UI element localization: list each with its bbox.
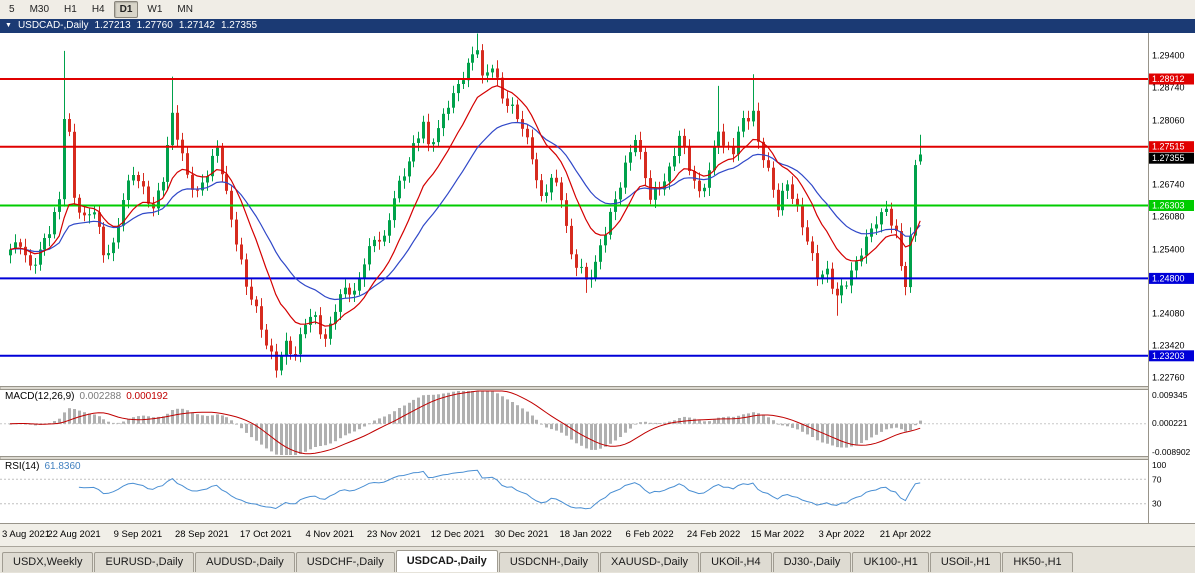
timeframe-button-m30[interactable]: M30 [29,4,50,15]
svg-text:1.24080: 1.24080 [1152,308,1185,318]
timeframe-button-h1[interactable]: H1 [64,4,77,15]
rsi-panel [0,469,1148,510]
svg-text:28 Sep 2021: 28 Sep 2021 [175,529,229,540]
macd-signal-line [9,390,921,455]
svg-text:1.27355: 1.27355 [1152,153,1185,163]
svg-text:9 Sep 2021: 9 Sep 2021 [114,529,163,540]
ma-fast-line [9,85,921,327]
chart-title-open: 1.27213 [94,20,131,31]
panel-splitter[interactable] [0,386,1195,390]
chart-backgrounds [0,523,1195,547]
svg-text:1.27515: 1.27515 [1152,142,1185,152]
svg-text:24 Feb 2022: 24 Feb 2022 [687,529,740,540]
chart-window: ▼ USDCAD-,Daily 1.27213 1.27760 1.27142 … [0,19,1195,547]
svg-text:30: 30 [1152,499,1162,509]
svg-text:1.24800: 1.24800 [1152,273,1185,283]
chart-title-high: 1.27760 [136,20,173,31]
svg-text:18 Jan 2022: 18 Jan 2022 [559,529,611,540]
svg-text:1.26740: 1.26740 [1152,179,1185,189]
chart-canvas[interactable]: 1.29400 1.28740 1.28060 1.26740 1.26080 1.254… [0,33,1195,547]
svg-text:3 Aug 2021: 3 Aug 2021 [2,529,50,540]
chart-tab[interactable]: XAUUSD-,Daily [600,552,700,572]
svg-text:1.28912: 1.28912 [1152,74,1185,84]
svg-text:22 Aug 2021: 22 Aug 2021 [47,529,100,540]
horizontal-lines-layer[interactable] [0,78,1148,357]
level-price-tag [1149,73,1194,85]
svg-text:1.29400: 1.29400 [1152,50,1185,60]
svg-text:1.26080: 1.26080 [1152,211,1185,221]
chart-tab[interactable]: USDCAD-,Daily [395,550,498,572]
svg-text:70: 70 [1152,474,1162,484]
svg-text:17 Oct 2021: 17 Oct 2021 [240,529,292,540]
svg-text:-0.008902: -0.008902 [1152,447,1191,457]
timeframe-button-d1[interactable]: D1 [113,1,139,18]
svg-text:1.23203: 1.23203 [1152,351,1185,361]
chart-tab[interactable]: AUDUSD-,Daily [195,552,295,572]
macd-panel [0,390,1148,455]
chart-tab[interactable]: EURUSD-,Daily [94,552,195,572]
level-price-tag [1149,141,1194,153]
chart-tab[interactable]: USDX,Weekly [2,552,94,572]
chart-tab[interactable]: USDCHF-,Daily [295,552,395,572]
chart-tab[interactable]: HK50-,H1 [1002,552,1073,572]
chart-tab[interactable]: UKOil-,H4 [700,552,772,572]
svg-text:0.009345: 0.009345 [1152,390,1188,400]
svg-text:6 Feb 2022: 6 Feb 2022 [626,529,674,540]
svg-text:1.22760: 1.22760 [1152,372,1185,382]
svg-text:30 Dec 2021: 30 Dec 2021 [495,529,549,540]
chart-title-close: 1.27355 [220,20,258,31]
svg-text:1.25400: 1.25400 [1152,244,1185,254]
svg-text:100: 100 [1152,460,1166,470]
chart-window-titlebar[interactable]: ▼ USDCAD-,Daily 1.27213 1.27760 1.27142 … [0,19,1195,33]
chart-tab[interactable]: USDCNH-,Daily [498,552,600,572]
timeframe-toolbar: 5 M30 H1 H4 D1 W1 MN [0,0,1195,20]
svg-text:0.000221: 0.000221 [1152,418,1188,428]
current-price-tag [1149,152,1194,164]
timeframe-button-w1[interactable]: W1 [147,4,163,15]
timeframe-button-5[interactable]: 5 [9,4,15,15]
svg-text:1.28060: 1.28060 [1152,115,1185,125]
chart-tab[interactable]: UK100-,H1 [852,552,929,572]
moving-averages-layer [9,85,921,327]
window-menu-icon[interactable]: ▼ [5,22,12,29]
ma-slow-line [9,121,921,301]
rsi-line [78,469,921,510]
level-price-tag [1149,350,1194,362]
chart-title-symbol: USDCAD-,Daily [17,20,89,31]
svg-text:23 Nov 2021: 23 Nov 2021 [367,529,421,540]
price-axis[interactable]: 1.29400 1.28740 1.28060 1.26740 1.26080 1.254… [1148,33,1195,523]
svg-text:1.26303: 1.26303 [1152,201,1185,211]
chart-tab[interactable]: DJ30-,Daily [772,552,852,572]
svg-text:1.28740: 1.28740 [1152,82,1185,92]
svg-text:4 Nov 2021: 4 Nov 2021 [306,529,355,540]
svg-text:21 Apr 2022: 21 Apr 2022 [880,529,931,540]
chart-tab[interactable]: USOil-,H1 [929,552,1002,572]
level-price-tag [1149,272,1194,284]
svg-text:3 Apr 2022: 3 Apr 2022 [819,529,865,540]
svg-text:12 Dec 2021: 12 Dec 2021 [431,529,485,540]
chart-tab-bar: USDX,Weekly EURUSD-,Daily AUDUSD-,Daily USD… [0,546,1195,573]
timeframe-button-mn[interactable]: MN [177,4,193,15]
chart-title-low: 1.27142 [178,20,215,31]
svg-text:15 Mar 2022: 15 Mar 2022 [751,529,804,540]
panel-splitter[interactable] [0,456,1195,460]
svg-text:1.23420: 1.23420 [1152,340,1185,350]
timeframe-button-h4[interactable]: H4 [91,4,105,15]
level-price-tag [1149,200,1194,211]
